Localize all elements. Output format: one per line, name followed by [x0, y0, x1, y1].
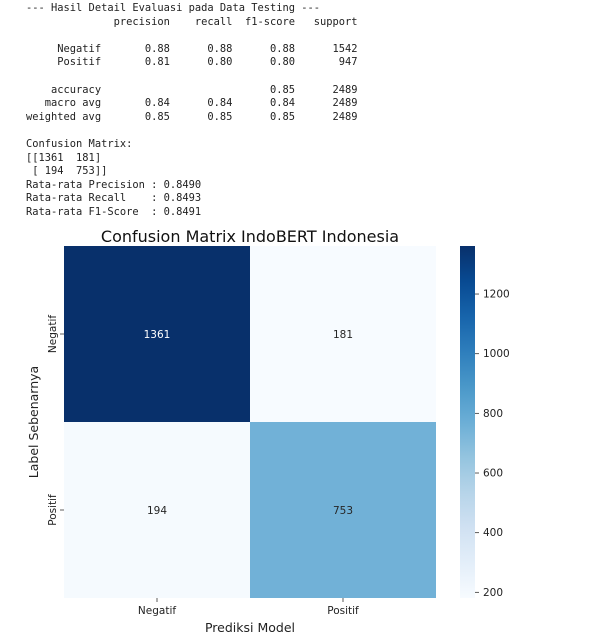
x-tick-label: Positif: [327, 605, 359, 617]
cell-value-label-0-0: 1361: [144, 329, 171, 341]
y-axis-label: Label Sebenarnya: [26, 366, 41, 478]
x-tick-label: Negatif: [138, 605, 176, 617]
report-row-accuracy: accuracy 0.85 2489: [26, 83, 358, 96]
report-row-macro-avg: macro avg 0.84 0.84 0.84 2489: [26, 97, 358, 110]
colorbar: [460, 246, 475, 598]
heatmap-cell-0-1: [250, 246, 436, 422]
colorbar-tick-label: 1000: [483, 348, 510, 360]
evaluation-report: --- Hasil Detail Evaluasi pada Data Test…: [26, 2, 358, 220]
report-row-weighted-avg: weighted avg 0.85 0.85 0.85 2489: [26, 110, 358, 123]
y-tick-label: Negatif: [47, 315, 59, 353]
report-row-negatif: Negatif 0.88 0.88 0.88 1542: [26, 42, 358, 55]
heatmap-cell-1-1: [250, 422, 436, 598]
report-column-headers: precision recall f1-score support: [26, 15, 358, 28]
x-axis-label: Prediksi Model: [205, 620, 295, 633]
report-row-positif: Positif 0.81 0.80 0.80 947: [26, 56, 358, 69]
report-header: --- Hasil Detail Evaluasi pada Data Test…: [26, 2, 321, 14]
avg-recall: Rata-rata Recall : 0.8493: [26, 192, 202, 205]
y-tick-label: Positif: [47, 494, 59, 526]
cm-text-line-1: [[1361 181]: [26, 151, 102, 164]
cm-text-title: Confusion Matrix:: [26, 137, 133, 150]
cell-value-label-1-0: 194: [147, 505, 167, 517]
cm-text-line-2: [ 194 753]]: [26, 165, 108, 178]
colorbar-tick-label: 400: [483, 527, 503, 539]
heatmap-cell-0-0: [64, 246, 250, 422]
cell-value-label-0-1: 181: [333, 329, 353, 341]
chart-title: Confusion Matrix IndoBERT Indonesia: [101, 227, 399, 246]
heatmap-cell-1-0: [64, 422, 250, 598]
colorbar-tick-label: 1200: [483, 289, 510, 301]
colorbar-tick-label: 200: [483, 587, 503, 599]
cell-value-label-1-1: 753: [333, 505, 353, 517]
avg-precision: Rata-rata Precision : 0.8490: [26, 178, 202, 191]
colorbar-tick-label: 600: [483, 468, 503, 480]
colorbar-tick-label: 800: [483, 408, 503, 420]
avg-f1: Rata-rata F1-Score : 0.8491: [26, 205, 202, 218]
